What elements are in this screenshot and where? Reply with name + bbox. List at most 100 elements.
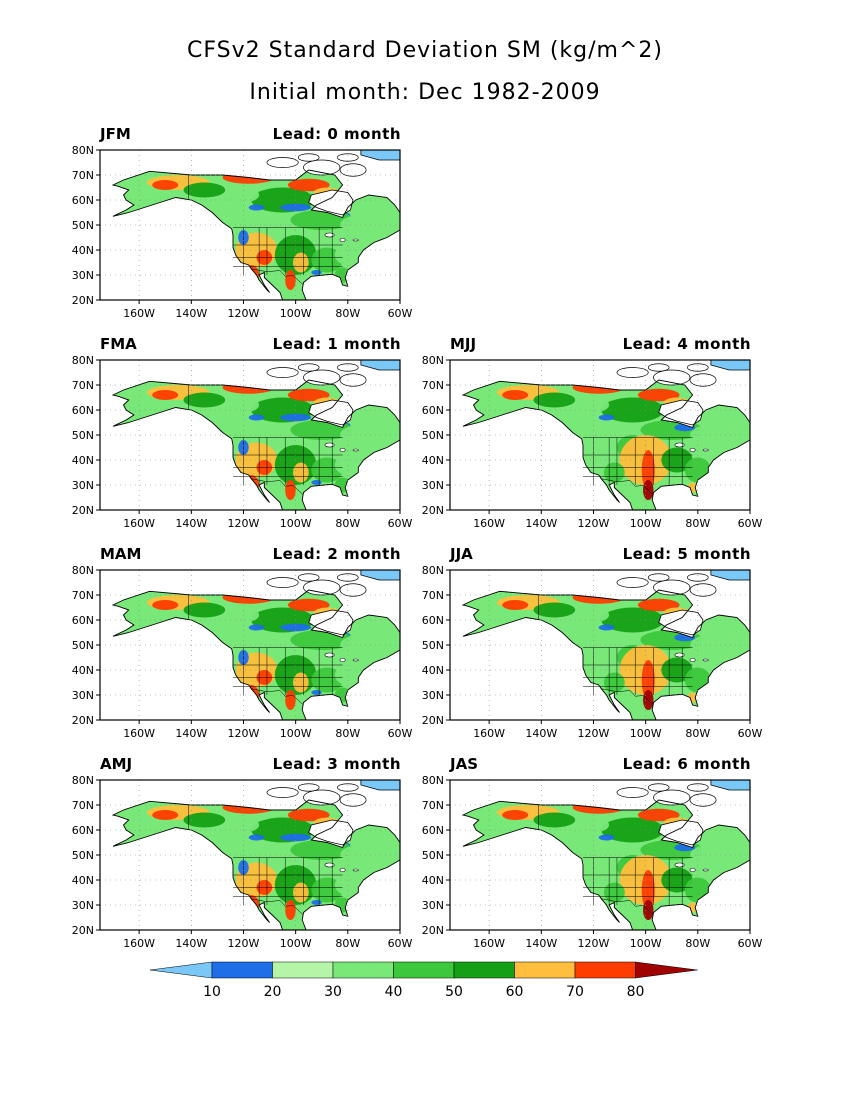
lat-tick-label: 30N (72, 689, 94, 702)
sm-std-region (248, 414, 265, 421)
great-lake (324, 442, 335, 448)
hudson-bay (308, 819, 354, 846)
great-lake (674, 862, 685, 868)
lat-tick-label: 60N (422, 614, 444, 627)
lon-tick-label: 140W (175, 937, 207, 950)
lat-tick-label: 40N (422, 454, 444, 467)
lat-tick-label: 80N (422, 354, 444, 367)
lat-tick-label: 30N (422, 899, 444, 912)
land-fill (463, 800, 750, 930)
sm-std-region (601, 397, 664, 423)
great-lake (689, 447, 696, 453)
graticule (100, 570, 400, 720)
lon-tick-label: 140W (175, 727, 207, 740)
lon-tick-label: 120W (228, 517, 260, 530)
arctic-island (303, 369, 341, 386)
colorbar-high-extend (635, 961, 698, 979)
panel-lead-label: Lead: 1 month (272, 335, 401, 353)
colorbar-bin (453, 961, 515, 979)
lat-tick-label: 80N (422, 564, 444, 577)
map-plot: 20N 30N 40N 50N 60N 70N 80N 160W 140W 120W 100W 80W… (72, 144, 413, 320)
panel-season-label: JFM (100, 125, 131, 143)
colorbar-bin (514, 961, 576, 979)
lon-tick-label: 140W (525, 727, 557, 740)
sm-std-region (152, 600, 179, 610)
sm-std-region (373, 840, 395, 855)
lon-tick-label: 80W (335, 727, 360, 740)
arctic-island (337, 573, 359, 582)
sm-std-region (373, 210, 395, 225)
sm-std-region (248, 204, 265, 211)
greenland-edge (360, 780, 400, 791)
lat-tick-label: 70N (72, 379, 94, 392)
lat-tick-label: 40N (72, 664, 94, 677)
map-plot: 20N 30N 40N 50N 60N 70N 80N 160W 140W 120W 100W 80W… (72, 774, 413, 950)
hudson-bay (308, 189, 354, 216)
lat-tick-label: 60N (72, 824, 94, 837)
lon-tick-label: 120W (228, 937, 260, 950)
lon-tick-label: 160W (473, 517, 505, 530)
lon-tick-label: 100W (630, 937, 662, 950)
lon-tick-label: 80W (335, 517, 360, 530)
panel-lead-label: Lead: 6 month (622, 755, 751, 773)
sm-std-region (248, 624, 265, 631)
arctic-island (266, 787, 299, 798)
great-lake (702, 868, 709, 872)
great-lake (324, 652, 335, 658)
lon-tick-label: 60W (738, 517, 763, 530)
land-fill (463, 380, 750, 510)
coastline (111, 799, 400, 930)
arctic-island (337, 153, 359, 162)
lon-tick-label: 120W (228, 307, 260, 320)
sm-std-region (248, 834, 265, 841)
lat-tick-label: 20N (72, 924, 94, 937)
arctic-island (339, 373, 367, 387)
lon-tick-label: 100W (280, 937, 312, 950)
lat-tick-label: 70N (422, 379, 444, 392)
map-plot: 20N 30N 40N 50N 60N 70N 80N 160W 140W 120W 100W 80W… (72, 564, 413, 740)
lon-tick-label: 100W (280, 727, 312, 740)
arctic-island (616, 577, 649, 588)
sm-std-region (311, 270, 322, 275)
sm-std-region (285, 480, 296, 500)
panel-lead-label: Lead: 0 month (272, 125, 401, 143)
sm-std-region (311, 690, 322, 695)
lon-tick-label: 80W (685, 937, 710, 950)
graticule (450, 360, 750, 510)
lon-tick-label: 120W (578, 937, 610, 950)
map-panel-mjj: MJJ Lead: 4 month 20N 30N 40N 50N 60N 70N 80N 1… (400, 335, 763, 540)
arctic-island (297, 573, 320, 582)
arctic-island (266, 577, 299, 588)
sm-std-region (533, 812, 576, 828)
panel-season-label: AMJ (100, 755, 133, 773)
map-panel-jfm: JFM Lead: 0 month 20N 30N 40N 50N 60N 70N 80N 1… (50, 125, 413, 330)
sm-std-region (601, 607, 664, 633)
coastline (111, 169, 400, 300)
graticule (450, 780, 750, 930)
lat-tick-label: 70N (422, 589, 444, 602)
greenland-edge (360, 150, 400, 161)
map-plot: 20N 30N 40N 50N 60N 70N 80N 160W 140W 120W 100W 80W… (422, 774, 763, 950)
greenland-edge (710, 360, 750, 371)
panel-season-label: JAS (450, 755, 478, 773)
lat-tick-label: 20N (422, 504, 444, 517)
lon-tick-label: 80W (335, 937, 360, 950)
colorbar-low-extend (150, 961, 213, 979)
sm-std-region (285, 690, 296, 710)
lat-tick-label: 50N (72, 639, 94, 652)
lon-tick-label: 160W (123, 307, 155, 320)
lat-tick-label: 30N (72, 479, 94, 492)
lon-tick-label: 140W (175, 517, 207, 530)
lat-tick-label: 70N (72, 589, 94, 602)
panel-season-label: MAM (100, 545, 142, 563)
sm-std-region (598, 414, 615, 421)
lat-tick-label: 50N (422, 429, 444, 442)
hudson-bay (658, 819, 704, 846)
map-panel-fma: FMA Lead: 1 month 20N 30N 40N 50N 60N 70N 80N 1… (50, 335, 413, 540)
lat-tick-label: 70N (422, 799, 444, 812)
lon-tick-label: 100W (630, 727, 662, 740)
colorbar-bin (393, 961, 455, 979)
graticule (100, 150, 400, 300)
arctic-island (303, 789, 341, 806)
great-lake (339, 867, 346, 873)
